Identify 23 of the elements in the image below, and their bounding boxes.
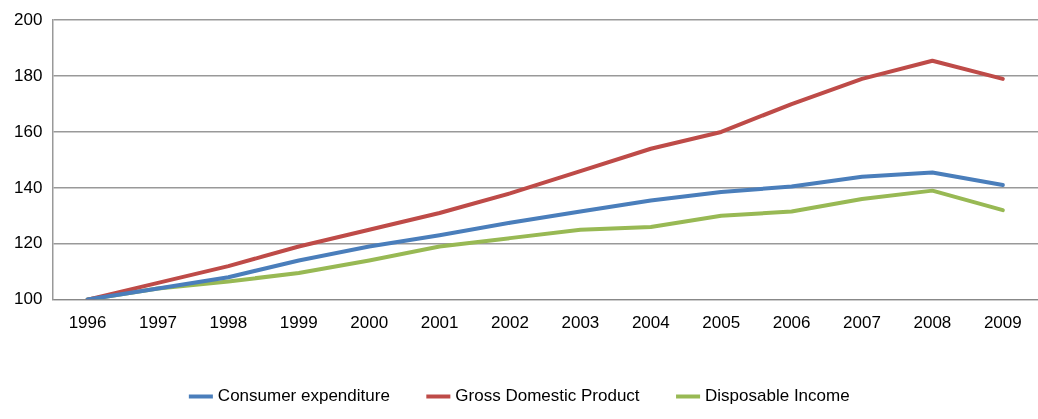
x-tick-label: 1996 <box>68 313 107 333</box>
legend-label: Consumer expenditure <box>217 386 390 406</box>
y-tick-label: 120 <box>13 233 43 253</box>
y-tick-label: 200 <box>13 9 43 29</box>
x-tick-label: 2001 <box>420 313 459 333</box>
x-tick-label: 2002 <box>491 313 529 333</box>
y-tick-label: 160 <box>13 121 43 141</box>
y-tick-label: 100 <box>13 289 43 309</box>
x-tick-label: 2004 <box>631 313 670 333</box>
x-tick-label: 1997 <box>139 313 177 333</box>
x-tick-label: 2000 <box>350 313 389 333</box>
x-tick-label: 2008 <box>913 313 952 333</box>
legend-label: Gross Domestic Product <box>455 386 640 406</box>
x-tick-label: 2009 <box>983 313 1022 333</box>
x-tick-label: 2006 <box>772 313 811 333</box>
x-tick-label: 1998 <box>209 313 248 333</box>
x-tick-label: 2005 <box>702 313 741 333</box>
x-tick-label: 2007 <box>843 313 881 333</box>
x-tick-label: 1999 <box>279 313 318 333</box>
y-tick-label: 180 <box>13 65 43 85</box>
y-tick-label: 140 <box>13 177 43 197</box>
x-tick-label: 2003 <box>561 313 600 333</box>
legend-label: Disposable Income <box>705 386 850 406</box>
